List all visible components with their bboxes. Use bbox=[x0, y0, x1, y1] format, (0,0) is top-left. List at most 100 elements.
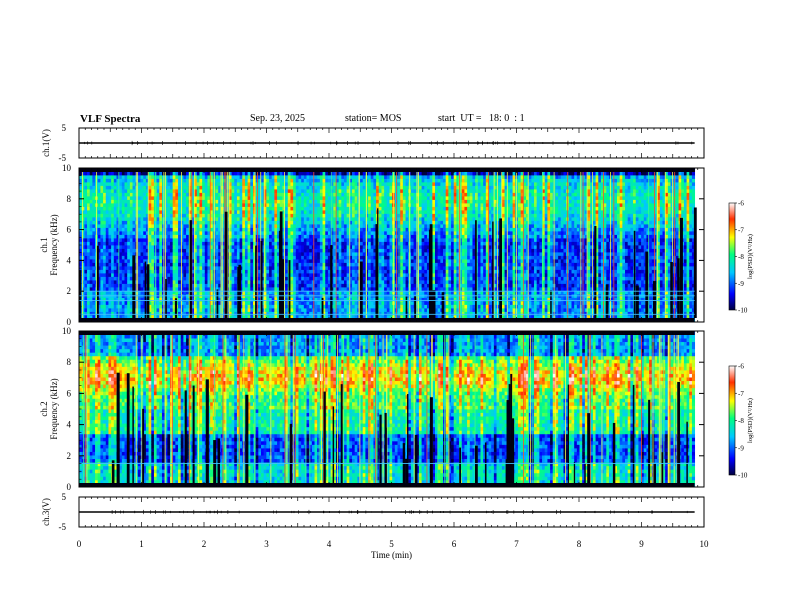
ch1-spectrogram-cell bbox=[116, 262, 120, 267]
ch1-spectrogram-cell bbox=[317, 185, 321, 190]
ch1-spectrogram-cell bbox=[194, 171, 198, 176]
ch1-spectrogram-cell bbox=[228, 266, 232, 270]
ch1-spectrogram-cell bbox=[210, 273, 214, 277]
ch1-spectrogram-cell bbox=[100, 213, 104, 218]
ch1-spectrogram-cell bbox=[137, 185, 141, 190]
ch1-spectrogram-cell bbox=[127, 266, 131, 270]
ch1-spectrogram-cell bbox=[327, 206, 332, 211]
ch1-spectrogram-cell bbox=[360, 192, 364, 197]
ch1-spectrogram-cell bbox=[354, 304, 358, 309]
ch1-spectrogram-cell bbox=[111, 269, 115, 274]
ch1-spectrogram-cell bbox=[352, 266, 356, 270]
ch1-spectrogram-cell bbox=[159, 220, 163, 225]
ch1-spectrogram-cell bbox=[178, 182, 182, 186]
ch1-spectrogram-cell bbox=[137, 210, 141, 214]
ch1-spectrogram-cell bbox=[103, 217, 107, 221]
ch1-spectrogram-cell bbox=[218, 224, 222, 228]
ch1-spectrogram-cell bbox=[258, 231, 262, 235]
ch1-spectrogram-cell bbox=[178, 308, 182, 312]
ch1-spectrogram-cell bbox=[92, 217, 96, 221]
ch1-spectrogram-cell bbox=[100, 203, 104, 207]
ch1-spectrogram-cell bbox=[167, 241, 171, 246]
ch1-spectrogram-cell bbox=[97, 192, 101, 197]
ch1-spectrogram-cell bbox=[285, 241, 289, 246]
ch1-spectrogram-cell bbox=[124, 203, 128, 207]
ch1-spectrogram-cell bbox=[352, 178, 356, 183]
ch1-spectrogram-cell bbox=[247, 185, 251, 190]
ch1-spectrogram-cell bbox=[338, 206, 342, 211]
ch1-spectrogram-cell bbox=[295, 213, 299, 218]
ch1-spectrogram-cell bbox=[170, 185, 174, 190]
ch1-spectrogram-cell bbox=[105, 297, 109, 302]
ch1-spectrogram-cell bbox=[148, 220, 152, 225]
ch1-spectrogram-cell bbox=[89, 224, 93, 228]
ch1-spectrogram-cell bbox=[81, 210, 85, 214]
ch1-spectrogram-cell bbox=[250, 178, 254, 183]
ch1-spectrogram-cell bbox=[306, 220, 310, 225]
ch1-spectrogram-cell bbox=[335, 238, 340, 242]
ch1-spectrogram-cell bbox=[105, 189, 109, 193]
ch1-spectrogram-cell bbox=[306, 224, 310, 228]
ch1-spectrogram-cell bbox=[140, 245, 144, 249]
ch1-spectrogram-cell bbox=[295, 234, 299, 239]
ch1-spectrogram-cell bbox=[129, 301, 133, 305]
ch1-spectrogram-cell bbox=[127, 175, 131, 179]
ch1-spectrogram-cell bbox=[124, 311, 128, 316]
ch1-spectrogram-cell bbox=[105, 241, 109, 246]
ch1-spectrogram-cell bbox=[298, 262, 302, 267]
ch1-spectrogram-cell bbox=[252, 210, 257, 214]
ch1-spectrogram-cell bbox=[282, 203, 286, 207]
ch1-spectrogram-cell bbox=[148, 252, 152, 256]
ch1-spectrogram-cell bbox=[338, 241, 342, 246]
ch1-spectrogram-cell bbox=[81, 171, 85, 176]
ch1-spectrogram-cell bbox=[306, 241, 310, 246]
ch1-spectrogram-cell bbox=[317, 171, 321, 176]
ch1-spectrogram-cell bbox=[325, 203, 329, 207]
ch1-spectrogram-cell bbox=[129, 241, 133, 246]
ch1-spectrogram-cell bbox=[231, 182, 235, 186]
ch1-spectrogram-cell bbox=[121, 290, 125, 295]
ch1-spectrogram-cell bbox=[314, 231, 318, 235]
ch1-spectrogram-cell bbox=[298, 241, 302, 246]
ch1-spectrogram-cell bbox=[335, 178, 340, 183]
ch1-spectrogram-cell bbox=[354, 210, 358, 214]
ch1-spectrogram-cell bbox=[143, 252, 147, 256]
ch1-spectrogram-cell bbox=[271, 266, 275, 270]
ch1-spectrogram-cell bbox=[113, 287, 117, 291]
ch1-spectrogram-cell bbox=[108, 283, 112, 288]
ch1-spectrogram-cell bbox=[239, 297, 243, 302]
ch1-spectrogram-cell bbox=[252, 304, 257, 309]
ch1-spectrogram-cell bbox=[103, 234, 107, 239]
ch1-spectrogram-cell bbox=[250, 175, 254, 179]
ch1-spectrogram-cell bbox=[314, 189, 318, 193]
ch1-spectrogram-cell bbox=[215, 283, 219, 288]
ch1-spectrogram-cell bbox=[148, 266, 152, 270]
ch1-spectrogram-cell bbox=[199, 273, 203, 277]
ch1-spectrogram-cell bbox=[129, 290, 133, 295]
ch1-spectrogram-cell bbox=[188, 199, 192, 204]
ch1-spectrogram-cell bbox=[274, 206, 278, 211]
ch1-spectrogram-cell bbox=[92, 241, 96, 246]
ch1-spectrogram-cell bbox=[140, 283, 144, 288]
ch1-spectrogram-cell bbox=[362, 311, 366, 316]
ch1-spectrogram-cell bbox=[207, 276, 211, 281]
ch1-spectrogram-cell bbox=[207, 315, 211, 319]
ch1-spectrogram-cell bbox=[234, 220, 238, 225]
ch1-spectrogram-cell bbox=[269, 248, 273, 253]
ch1-spectrogram-cell bbox=[258, 210, 262, 214]
ch1-spectrogram-cell bbox=[290, 189, 294, 193]
ch1-spectrogram-cell bbox=[103, 206, 107, 211]
ch1-spectrogram-cell bbox=[210, 238, 214, 242]
ch1-spectrogram-cell bbox=[271, 213, 275, 218]
ch1-spectrogram-cell bbox=[234, 266, 238, 270]
ch1-spectrogram-cell bbox=[333, 189, 337, 193]
ch1-spectrogram-cell bbox=[113, 231, 117, 235]
ch1-spectrogram-cell bbox=[79, 217, 83, 221]
ch1-spectrogram-cell bbox=[175, 245, 179, 249]
ch1-spectrogram-cell bbox=[290, 206, 294, 211]
ch1-spectrogram-cell bbox=[143, 245, 147, 249]
ch1-spectrogram-cell bbox=[271, 245, 275, 249]
ch1-spectrogram-cell bbox=[127, 224, 131, 228]
ch1-spectrogram-cell bbox=[295, 311, 299, 316]
ch1-spectrogram-cell bbox=[234, 189, 238, 193]
